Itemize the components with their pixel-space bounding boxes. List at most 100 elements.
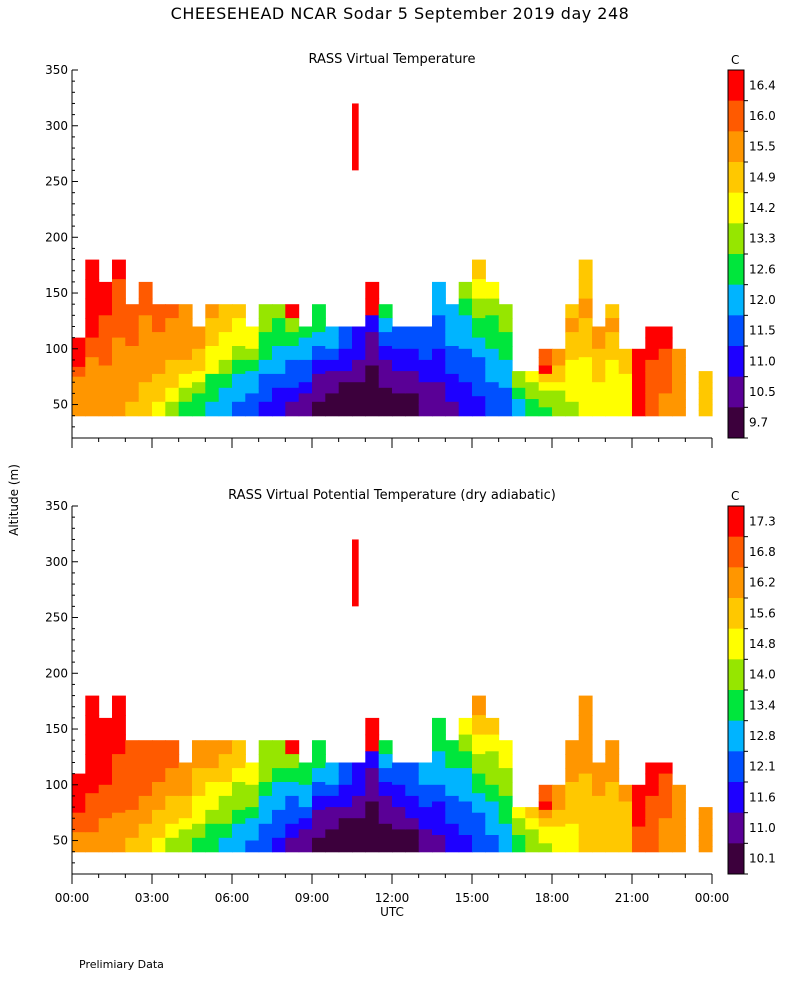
- heatmap-cell: [418, 359, 433, 372]
- heatmap-cell: [298, 762, 313, 775]
- heatmap-cell: [698, 387, 713, 394]
- heatmap-cell: [365, 818, 380, 836]
- heatmap-cell: [232, 304, 246, 319]
- heatmap-cell: [498, 768, 513, 783]
- heatmap-cell: [85, 812, 100, 833]
- heatmap-cell: [538, 793, 553, 803]
- heatmap-cell: [205, 373, 220, 389]
- x-tick-label: 18:00: [535, 891, 570, 905]
- heatmap-cell: [72, 337, 86, 348]
- heatmap-cell: [285, 823, 300, 839]
- y-tick-label: 250: [45, 611, 68, 625]
- heatmap-cell: [165, 387, 180, 403]
- heatmap-cell: [432, 281, 446, 300]
- heatmap-cell: [272, 346, 286, 361]
- heatmap-cell: [85, 357, 100, 378]
- heatmap-cell: [605, 782, 620, 797]
- heatmap-cell: [178, 818, 193, 830]
- heatmap-cells: [72, 539, 713, 853]
- heatmap-cell: [98, 399, 113, 417]
- heatmap-cell: [205, 359, 220, 375]
- heatmap-cell: [205, 346, 220, 361]
- heatmap-cell: [338, 348, 353, 361]
- heatmap-cell: [485, 768, 500, 786]
- heatmap-cell: [538, 843, 553, 853]
- heatmap-cell: [232, 318, 246, 333]
- heatmap-cell: [125, 401, 140, 417]
- heatmap-cell: [658, 795, 673, 808]
- heatmap-cell: [512, 846, 526, 853]
- heatmap-cell: [192, 393, 206, 406]
- x-tick-label: 12:00: [375, 891, 410, 905]
- colorbar-unit: C: [731, 53, 739, 67]
- heatmap-cell: [698, 818, 713, 825]
- heatmap-cell: [178, 795, 193, 808]
- heatmap-cell: [192, 823, 206, 839]
- colorbar-label: 12.6: [749, 262, 776, 276]
- heatmap-cell: [125, 346, 140, 361]
- heatmap-isolated-cell: [352, 103, 359, 171]
- heatmap-cell: [338, 359, 353, 372]
- heatmap-cell: [378, 768, 393, 783]
- heatmap-cell: [178, 784, 193, 797]
- heatmap-cell: [672, 357, 686, 367]
- heatmap-cell: [325, 337, 340, 350]
- heatmap-cell: [218, 318, 233, 333]
- heatmap-cell: [85, 337, 100, 358]
- heatmap-cell: [672, 390, 686, 400]
- heatmap-cell: [445, 740, 460, 755]
- heatmap-cell: [365, 365, 380, 383]
- heatmap-cell: [218, 837, 233, 853]
- heatmap-cell: [472, 773, 486, 794]
- heatmap-cell: [338, 840, 353, 853]
- heatmap-cell: [592, 393, 606, 406]
- heatmap-cell: [405, 784, 420, 797]
- heatmap-cell: [392, 382, 406, 394]
- heatmap-cell: [285, 401, 300, 417]
- heatmap-cell: [498, 387, 513, 403]
- heatmap-cell: [418, 773, 433, 786]
- heatmap-cell: [418, 818, 433, 830]
- heatmap-cell: [298, 784, 313, 797]
- heatmap-cell: [512, 399, 526, 406]
- heatmap-cell: [285, 359, 300, 375]
- heatmap-cell: [418, 807, 433, 819]
- heatmap-cell: [85, 396, 100, 417]
- heatmap-cell: [552, 793, 566, 803]
- heatmap-cell: [125, 809, 140, 825]
- heatmap-cell: [525, 371, 540, 378]
- heatmap-cell: [525, 829, 540, 836]
- heatmap-cell: [592, 382, 606, 394]
- heatmap-cell: [378, 318, 393, 333]
- heatmap-cell: [498, 373, 513, 389]
- heatmap-cell: [472, 793, 486, 814]
- heatmap-cell: [565, 346, 580, 361]
- heatmap-cell: [512, 393, 526, 400]
- colorbar-label: 12.1: [749, 760, 776, 774]
- heatmap-cell: [338, 773, 353, 786]
- heatmap-cell: [378, 387, 393, 403]
- heatmap-cell: [538, 399, 553, 408]
- heatmap-cell: [138, 298, 153, 316]
- heatmap-cell: [498, 740, 513, 755]
- x-tick-label: 15:00: [455, 891, 490, 905]
- heatmap-cell: [445, 332, 460, 347]
- heatmap-cell: [152, 346, 166, 361]
- heatmap-cell: [338, 762, 353, 775]
- heatmap-cell: [338, 784, 353, 797]
- heatmap-cell: [218, 373, 233, 389]
- heatmap-cell: [85, 376, 100, 397]
- heatmap-cell: [298, 840, 313, 853]
- heatmap-cell: [272, 318, 286, 333]
- heatmap-cell: [72, 405, 86, 417]
- colorbar-label: 15.5: [749, 140, 776, 154]
- y-tick-label: 100: [45, 778, 68, 792]
- heatmap-cell: [165, 823, 180, 839]
- heatmap-cell: [258, 754, 273, 769]
- heatmap-cell: [98, 835, 113, 853]
- heatmap-cell: [418, 393, 433, 406]
- heatmap-cell: [272, 304, 286, 319]
- heatmap-cell: [365, 332, 380, 350]
- heatmap-cell: [245, 348, 260, 361]
- heatmap-cell: [418, 337, 433, 350]
